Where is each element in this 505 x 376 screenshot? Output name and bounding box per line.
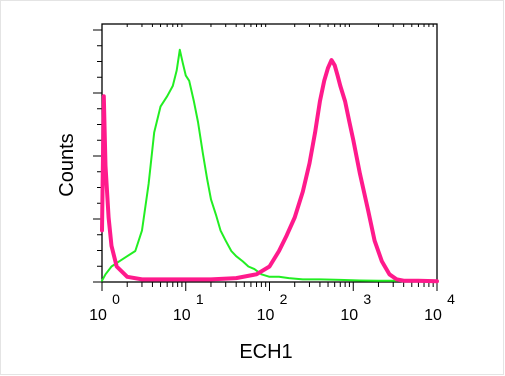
x-axis-label: ECH1 [239,341,292,363]
x-axis-ticks: 10 0 10 1 10 2 10 3 10 4 [89,24,455,324]
series-layer [100,48,439,284]
x-tick-label-exponent: 0 [112,291,120,307]
x-tick-label-base: 10 [89,307,107,324]
histogram-series-1 [101,48,438,283]
x-tick-label-exponent: 1 [196,291,204,307]
x-tick-label-exponent: 4 [447,291,455,307]
x-tick-label-exponent: 3 [363,291,371,307]
x-tick-label-exponent: 2 [280,291,288,307]
x-tick-label-base: 10 [173,307,191,324]
y-axis-ticks [93,29,102,283]
x-tick-label-base: 10 [424,307,442,324]
x-tick-label-base: 10 [340,307,358,324]
y-axis-label: Counts [56,133,78,196]
x-tick-label-base: 10 [257,307,275,324]
histogram-series-2 [100,58,439,284]
